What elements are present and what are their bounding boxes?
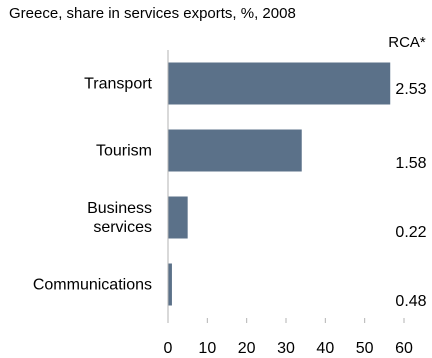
rca-value: 0.48 — [395, 293, 426, 310]
x-tick-label: 20 — [238, 340, 256, 357]
rca-header: RCA* — [388, 34, 426, 51]
category-label: services — [93, 219, 152, 236]
category-label: Communications — [33, 277, 152, 294]
bar-business-services — [168, 196, 188, 239]
x-tick-label: 40 — [316, 340, 334, 357]
rca-value: 1.58 — [395, 155, 426, 172]
x-tick-label: 60 — [395, 340, 413, 357]
category-label: Transport — [84, 76, 152, 93]
chart-title: Greece, share in services exports, %, 20… — [9, 5, 296, 22]
rca-value: 0.22 — [395, 224, 426, 241]
bar-communications — [168, 263, 172, 306]
rca-value: 2.53 — [395, 81, 426, 98]
bar-transport — [168, 62, 391, 105]
x-tick-label: 30 — [277, 340, 295, 357]
x-tick-label: 0 — [164, 340, 173, 357]
category-label: Business — [87, 200, 152, 217]
category-label: Tourism — [96, 143, 152, 160]
x-tick-label: 10 — [198, 340, 216, 357]
x-tick-label: 50 — [356, 340, 374, 357]
bar-tourism — [168, 129, 302, 172]
